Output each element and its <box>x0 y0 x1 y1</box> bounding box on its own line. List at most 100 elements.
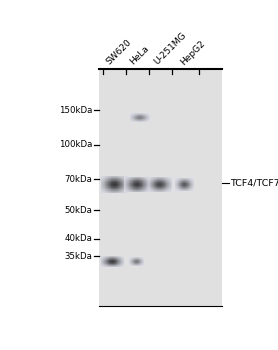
Bar <box>116 180 117 181</box>
Bar <box>127 182 128 183</box>
Bar <box>148 181 149 182</box>
Bar <box>128 186 129 187</box>
Bar <box>109 186 110 187</box>
Bar <box>141 186 142 187</box>
Bar <box>171 187 172 188</box>
Bar <box>117 182 118 183</box>
Bar <box>117 265 118 266</box>
Bar <box>150 179 151 180</box>
Bar <box>110 177 111 178</box>
Bar <box>170 187 171 188</box>
Bar <box>161 178 162 179</box>
Bar <box>101 260 102 261</box>
Bar <box>148 186 149 187</box>
Bar <box>111 258 112 259</box>
Bar <box>154 179 155 180</box>
Bar <box>134 191 135 192</box>
Bar <box>149 183 150 184</box>
Bar <box>101 259 102 260</box>
Bar <box>130 191 131 192</box>
Bar <box>115 184 116 185</box>
Bar <box>109 187 110 188</box>
Bar <box>106 179 107 180</box>
Bar <box>118 262 119 263</box>
Bar <box>116 181 117 182</box>
Text: 40kDa: 40kDa <box>64 234 93 243</box>
Bar <box>162 179 163 180</box>
Bar <box>137 189 138 190</box>
Bar <box>105 182 106 183</box>
Bar <box>107 184 108 185</box>
Bar <box>111 188 112 189</box>
Bar <box>191 178 192 179</box>
Bar <box>185 188 186 189</box>
Bar <box>117 181 118 182</box>
Bar <box>119 189 120 190</box>
Bar <box>146 182 147 183</box>
Bar <box>124 186 125 187</box>
Bar <box>113 257 114 258</box>
Bar <box>156 184 157 185</box>
Bar <box>138 187 139 188</box>
Bar <box>150 185 151 186</box>
Bar <box>114 264 115 265</box>
Bar <box>156 183 157 184</box>
Bar <box>108 186 109 187</box>
Bar <box>151 181 152 182</box>
Bar <box>121 262 122 263</box>
Bar <box>143 186 144 187</box>
Bar <box>188 185 189 186</box>
Bar <box>109 258 110 259</box>
Bar <box>126 188 127 189</box>
Bar <box>158 182 159 183</box>
Bar <box>108 188 109 189</box>
Bar <box>115 263 116 264</box>
Bar <box>165 180 166 181</box>
Bar <box>108 191 109 192</box>
Bar <box>164 189 165 190</box>
Bar <box>162 183 163 184</box>
Bar <box>186 184 187 185</box>
Bar <box>127 180 128 181</box>
Bar <box>187 179 188 180</box>
Bar <box>141 190 142 191</box>
Bar <box>126 183 127 184</box>
Bar <box>150 190 151 191</box>
Bar <box>177 187 178 188</box>
Bar <box>123 259 124 260</box>
Bar <box>152 190 153 191</box>
Bar <box>117 185 118 186</box>
Bar <box>108 257 109 258</box>
Bar <box>111 178 112 179</box>
Bar <box>120 259 121 260</box>
Text: HeLa: HeLa <box>128 44 151 67</box>
Bar <box>111 186 112 187</box>
Bar <box>124 190 125 191</box>
Bar <box>123 182 124 183</box>
Bar <box>146 187 147 188</box>
Bar <box>137 190 138 191</box>
Bar <box>151 177 152 178</box>
Bar <box>135 188 136 189</box>
Bar <box>163 185 164 186</box>
Bar <box>124 191 125 192</box>
Bar <box>169 181 170 182</box>
Bar <box>144 185 145 186</box>
Bar <box>185 183 186 184</box>
Bar <box>149 185 150 186</box>
Bar <box>164 185 165 186</box>
Bar <box>142 179 143 180</box>
Bar <box>134 186 135 187</box>
Bar <box>138 189 139 190</box>
Bar <box>109 184 110 185</box>
Bar <box>107 257 108 258</box>
Bar <box>105 261 106 262</box>
Bar <box>121 190 122 191</box>
Bar <box>160 182 161 183</box>
Bar <box>170 182 171 183</box>
Bar <box>114 178 115 179</box>
Bar <box>165 177 166 178</box>
Bar <box>128 191 129 192</box>
Bar <box>186 182 187 183</box>
Bar <box>101 181 102 182</box>
